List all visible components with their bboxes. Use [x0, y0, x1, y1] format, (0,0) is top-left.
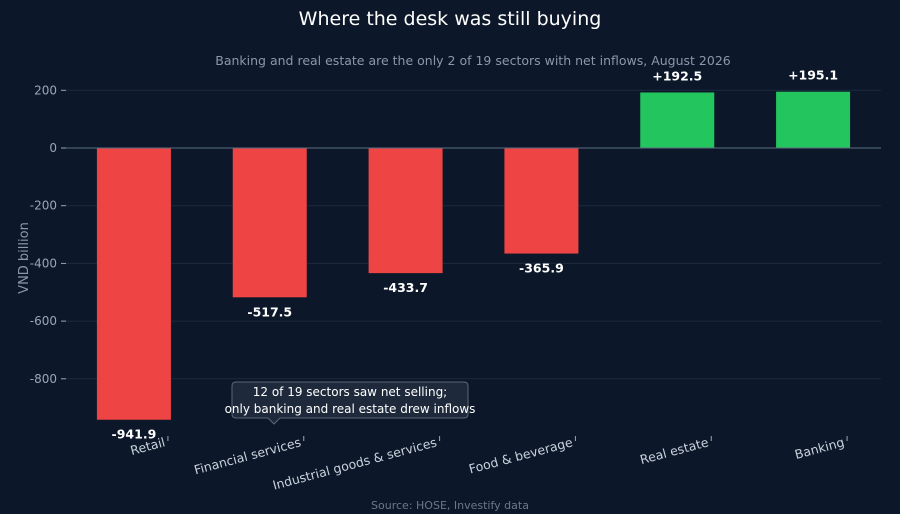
- bar-food-beverage: [504, 148, 579, 254]
- source-note: Source: HOSE, Investify data: [371, 499, 529, 512]
- data-label: +195.1: [788, 68, 838, 83]
- annotation-callout: 12 of 19 sectors saw net selling; only b…: [225, 381, 476, 425]
- bar-industrial-goods-services: [368, 148, 443, 274]
- data-label: -517.5: [247, 304, 292, 319]
- x-tick-label: Financial services: [192, 434, 302, 477]
- bar-financial-services: [232, 148, 307, 298]
- y-tick-label: -200: [30, 199, 57, 213]
- annotation-line-2: only banking and real estate drew inflow…: [225, 402, 476, 416]
- x-tick-label: Real estate: [638, 434, 710, 467]
- y-tick-label: 200: [34, 83, 57, 97]
- data-label: -433.7: [383, 280, 428, 295]
- y-tick-label: -800: [30, 372, 57, 386]
- data-label: -365.9: [519, 261, 564, 276]
- bar-retail: [96, 148, 171, 420]
- annotation-line-1: 12 of 19 sectors saw net selling;: [253, 385, 447, 399]
- y-tick-label: 0: [49, 141, 57, 155]
- x-tick-label: Banking: [793, 434, 846, 462]
- chart-title: Where the desk was still buying: [299, 8, 602, 30]
- y-axis-label: VND billion: [17, 222, 32, 294]
- data-label: +192.5: [652, 68, 702, 83]
- bars: [96, 91, 851, 420]
- annotation-box: [231, 381, 469, 425]
- y-axis-ticks: 200 0 -200 -400 -600 -800: [30, 83, 66, 386]
- data-label: -941.9: [112, 427, 157, 442]
- chart-subtitle: Banking and real estate are the only 2 o…: [215, 53, 731, 68]
- x-tick-label: Food & beverage: [467, 434, 574, 476]
- bar-banking: [776, 91, 851, 148]
- gridlines: [66, 89, 881, 380]
- data-labels: -941.9 -517.5 -433.7 -365.9 +192.5 +195.1: [112, 68, 839, 442]
- bar-real-estate: [640, 92, 715, 148]
- y-tick-label: -600: [30, 314, 57, 328]
- y-tick-label: -400: [30, 256, 57, 270]
